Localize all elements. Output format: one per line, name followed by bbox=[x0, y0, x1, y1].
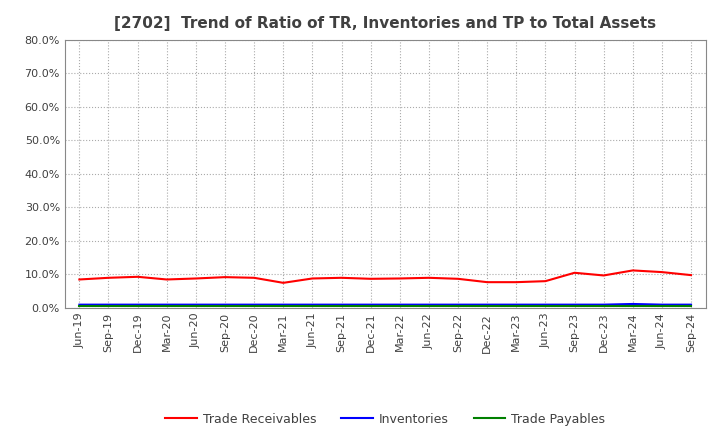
Inventories bbox=[220, 302, 229, 307]
Trade Receivables bbox=[687, 272, 696, 278]
Title: [2702]  Trend of Ratio of TR, Inventories and TP to Total Assets: [2702] Trend of Ratio of TR, Inventories… bbox=[114, 16, 656, 32]
Trade Receivables bbox=[395, 276, 404, 281]
Trade Receivables bbox=[279, 280, 287, 286]
Inventories bbox=[133, 302, 142, 307]
Inventories bbox=[395, 302, 404, 307]
Inventories bbox=[192, 302, 200, 307]
Inventories bbox=[512, 302, 521, 307]
Inventories bbox=[541, 302, 550, 307]
Trade Receivables bbox=[425, 275, 433, 280]
Trade Receivables bbox=[104, 275, 113, 280]
Trade Receivables bbox=[570, 270, 579, 275]
Trade Payables bbox=[454, 304, 462, 309]
Trade Receivables bbox=[541, 279, 550, 284]
Trade Receivables bbox=[75, 277, 84, 282]
Trade Receivables bbox=[133, 274, 142, 279]
Inventories bbox=[279, 302, 287, 307]
Trade Payables bbox=[395, 304, 404, 309]
Trade Receivables bbox=[483, 279, 492, 285]
Inventories bbox=[454, 302, 462, 307]
Trade Receivables bbox=[629, 268, 637, 273]
Inventories bbox=[599, 302, 608, 307]
Trade Receivables bbox=[454, 276, 462, 282]
Trade Receivables bbox=[308, 276, 317, 281]
Trade Payables bbox=[541, 304, 550, 309]
Trade Payables bbox=[512, 304, 521, 309]
Trade Payables bbox=[337, 304, 346, 309]
Trade Receivables bbox=[220, 275, 229, 280]
Trade Payables bbox=[599, 304, 608, 309]
Trade Receivables bbox=[366, 276, 375, 282]
Trade Payables bbox=[687, 304, 696, 309]
Inventories bbox=[687, 302, 696, 307]
Trade Payables bbox=[75, 304, 84, 309]
Trade Payables bbox=[192, 304, 200, 309]
Inventories bbox=[483, 302, 492, 307]
Trade Receivables bbox=[599, 273, 608, 278]
Trade Receivables bbox=[337, 275, 346, 280]
Trade Receivables bbox=[192, 276, 200, 281]
Inventories bbox=[629, 301, 637, 307]
Trade Payables bbox=[629, 304, 637, 309]
Trade Payables bbox=[279, 304, 287, 309]
Trade Payables bbox=[133, 304, 142, 309]
Trade Payables bbox=[483, 304, 492, 309]
Inventories bbox=[250, 302, 258, 307]
Trade Payables bbox=[425, 304, 433, 309]
Trade Receivables bbox=[250, 275, 258, 280]
Inventories bbox=[308, 302, 317, 307]
Trade Receivables bbox=[657, 269, 666, 275]
Trade Payables bbox=[308, 304, 317, 309]
Inventories bbox=[425, 302, 433, 307]
Trade Payables bbox=[366, 304, 375, 309]
Inventories bbox=[104, 302, 113, 307]
Line: Trade Receivables: Trade Receivables bbox=[79, 271, 691, 283]
Trade Payables bbox=[657, 304, 666, 309]
Inventories bbox=[337, 302, 346, 307]
Trade Receivables bbox=[163, 277, 171, 282]
Trade Payables bbox=[250, 304, 258, 309]
Inventories bbox=[570, 302, 579, 307]
Trade Payables bbox=[570, 304, 579, 309]
Inventories bbox=[657, 302, 666, 307]
Trade Payables bbox=[220, 304, 229, 309]
Trade Payables bbox=[104, 304, 113, 309]
Legend: Trade Receivables, Inventories, Trade Payables: Trade Receivables, Inventories, Trade Pa… bbox=[161, 407, 610, 431]
Trade Payables bbox=[163, 304, 171, 309]
Inventories bbox=[75, 302, 84, 307]
Inventories bbox=[163, 302, 171, 307]
Inventories bbox=[366, 302, 375, 307]
Trade Receivables bbox=[512, 279, 521, 285]
